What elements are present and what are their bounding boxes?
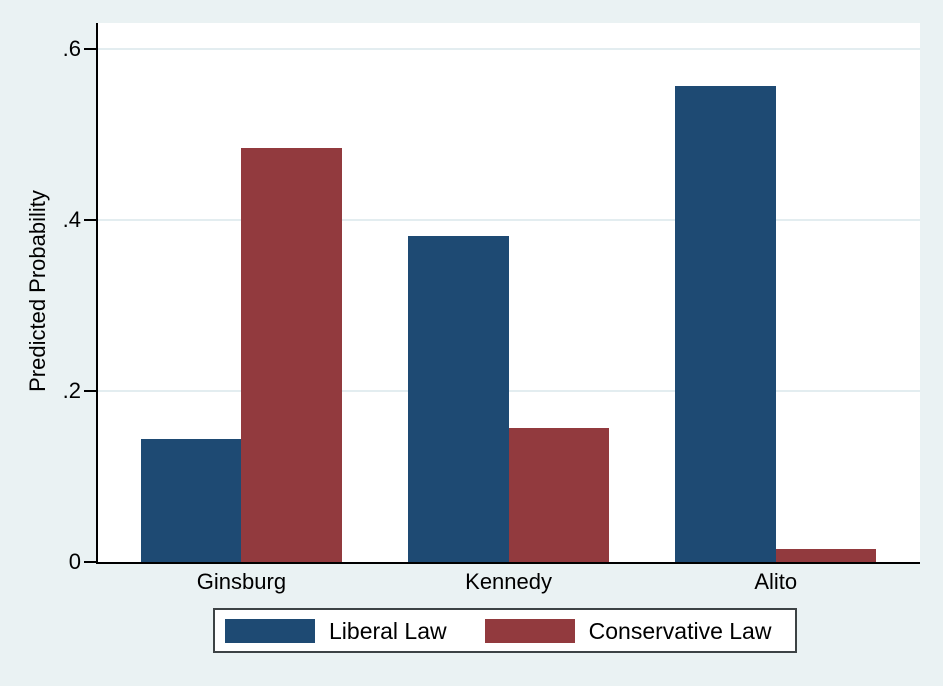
y-tick-0 [84, 561, 97, 563]
legend-swatch-liberal-law [225, 618, 315, 643]
gridline-0.2 [98, 389, 920, 392]
bar-liberal-law-alito [675, 86, 776, 562]
legend-label-liberal-law: Liberal Law [329, 617, 447, 644]
y-tick-.2 [84, 389, 97, 392]
legend-label-conservative-law: Conservative Law [588, 617, 772, 644]
x-label-ginsburg: Ginsburg [196, 569, 287, 594]
y-tick-label-.4: .4 [62, 206, 81, 232]
gridline-0.6 [98, 47, 920, 50]
x-label-alito: Alito [754, 569, 798, 594]
x-label-kennedy: Kennedy [465, 569, 552, 594]
y-tick-label-0: 0 [68, 549, 81, 574]
bar-conservative-law-kennedy [508, 427, 610, 562]
y-tick-label-.6: .6 [62, 35, 81, 61]
bar-liberal-law-ginsburg [140, 438, 242, 562]
y-tick-.6 [84, 47, 97, 50]
y-tick-label-.2: .2 [62, 377, 81, 403]
legend-entry-liberal-law: Liberal Law [225, 617, 447, 644]
plot-area [96, 23, 920, 564]
bar-conservative-law-ginsburg [241, 147, 342, 562]
bar-conservative-law-alito [775, 549, 877, 562]
y-tick-.4 [84, 218, 97, 221]
bar-liberal-law-kennedy [408, 236, 509, 562]
gridline-0.4 [98, 218, 920, 221]
legend-entry-conservative-law: Conservative Law [484, 617, 772, 644]
legend: Liberal Law Conservative Law [213, 608, 798, 653]
legend-swatch-conservative-law [484, 618, 575, 643]
